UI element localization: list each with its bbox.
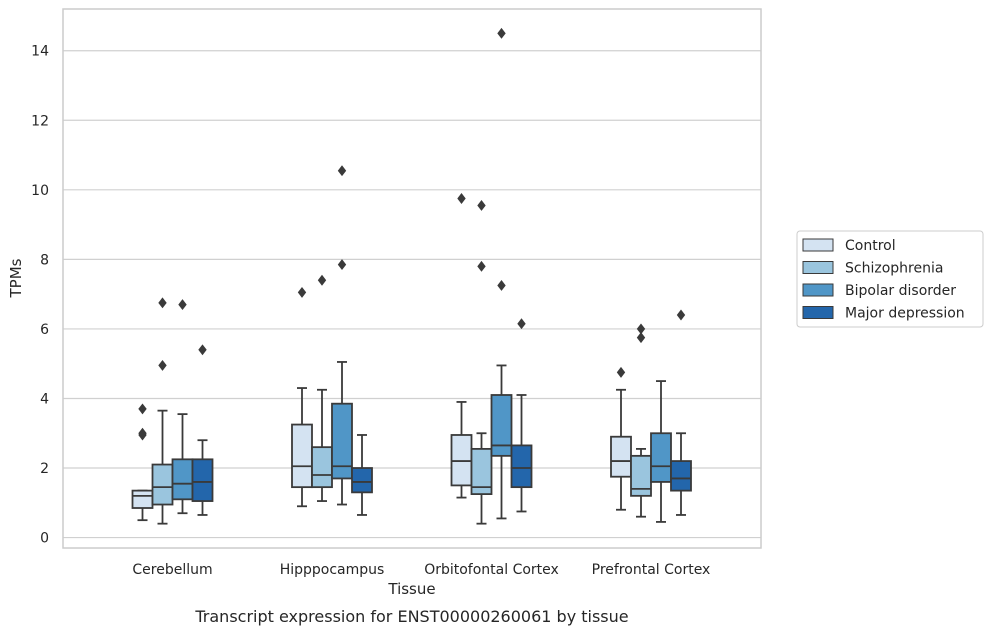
x-tick-label: Orbitofontal Cortex [424, 562, 559, 578]
y-tick-label: 8 [40, 252, 49, 268]
box-bipolar-disorder-2 [490, 27, 513, 520]
box-bipolar-disorder-0 [171, 299, 194, 515]
outlier-point [138, 427, 147, 439]
box-groups [131, 27, 692, 525]
y-tick-label: 12 [31, 113, 49, 129]
outlier-point [676, 309, 686, 321]
iqr-box [670, 460, 692, 492]
legend-item-bipolar-disorder: Bipolar disorder [802, 283, 956, 299]
legend-item-schizophrenia: Schizophrenia [802, 261, 943, 277]
outlier-point [198, 344, 207, 356]
box-schizophrenia-3 [630, 323, 652, 518]
iqr-box [291, 423, 313, 489]
box-control-2 [450, 193, 473, 499]
iqr-box [191, 458, 214, 502]
iqr-box [510, 444, 533, 489]
x-axis-title: Tissue [387, 580, 435, 598]
outlier-point [457, 193, 466, 204]
x-tick-label: Prefrontal Cortex [592, 562, 711, 578]
box-control-1 [291, 286, 313, 508]
outlier-point [497, 279, 506, 291]
outlier-point [158, 297, 167, 309]
box-major-depression-3 [670, 309, 692, 516]
outlier-point [616, 366, 626, 378]
iqr-box [470, 447, 493, 496]
box-control-3 [610, 366, 632, 511]
outlier-point [297, 286, 307, 298]
y-tick-label: 14 [31, 44, 49, 60]
outlier-point [337, 165, 347, 177]
outlier-point [517, 318, 526, 330]
chart-caption: Transcript expression for ENST0000026006… [194, 607, 628, 626]
legend-frame [796, 230, 984, 328]
outlier-point [317, 274, 327, 286]
legend-swatch [802, 306, 834, 319]
box-schizophrenia-1 [311, 274, 333, 502]
y-tick-label: 0 [40, 531, 49, 547]
y-tick-label: 10 [31, 183, 49, 199]
iqr-box [351, 467, 373, 494]
box-bipolar-disorder-3 [650, 380, 672, 523]
box-major-depression-0 [191, 344, 214, 516]
iqr-box [151, 463, 174, 506]
x-tick-labels: Cerebellum Hipppocampus Orbitofontal Corte… [132, 562, 710, 578]
iqr-box [311, 446, 333, 489]
legend-item-major-depression: Major depression [802, 306, 965, 322]
outlier-point [178, 299, 187, 311]
legend-item-control: Control [802, 238, 896, 254]
outlier-point [477, 200, 486, 211]
y-tick-label: 2 [40, 461, 49, 477]
box-schizophrenia-0 [151, 297, 174, 525]
iqr-box [331, 402, 353, 480]
x-tick-label: Cerebellum [132, 562, 212, 578]
iqr-box [630, 454, 652, 497]
plot-area-frame [62, 8, 762, 549]
legend-label: Major depression [845, 306, 965, 322]
y-tick-label: 6 [40, 322, 49, 338]
y-tick-label: 4 [40, 391, 49, 407]
outlier-point [138, 403, 147, 415]
outlier-point [158, 359, 167, 371]
box-major-depression-2 [510, 318, 533, 513]
box-control-0 [131, 403, 154, 522]
iqr-box [171, 458, 194, 501]
iqr-box [610, 435, 632, 478]
legend: Control Schizophrenia Bipolar disorder Majo… [796, 230, 984, 328]
legend-label: Bipolar disorder [845, 283, 956, 299]
y-axis-title: TPMs [7, 258, 25, 298]
legend-label: Schizophrenia [845, 261, 943, 277]
box-bipolar-disorder-1 [331, 165, 353, 506]
legend-swatch [802, 283, 834, 297]
outlier-point [477, 260, 486, 272]
outlier-point [337, 259, 347, 271]
legend-swatch [802, 261, 834, 274]
outlier-point [636, 332, 646, 344]
outlier-point [497, 27, 506, 39]
iqr-box [131, 489, 154, 509]
iqr-box [650, 432, 672, 483]
box-major-depression-1 [351, 434, 373, 516]
y-tick-labels: 0 2 4 6 8 10 12 14 [31, 44, 49, 547]
box-schizophrenia-2 [470, 200, 493, 525]
iqr-box [490, 394, 513, 457]
outlier-point [636, 323, 646, 335]
legend-label: Control [845, 238, 896, 254]
legend-swatch [802, 238, 834, 252]
x-tick-label: Hipppocampus [280, 562, 385, 578]
